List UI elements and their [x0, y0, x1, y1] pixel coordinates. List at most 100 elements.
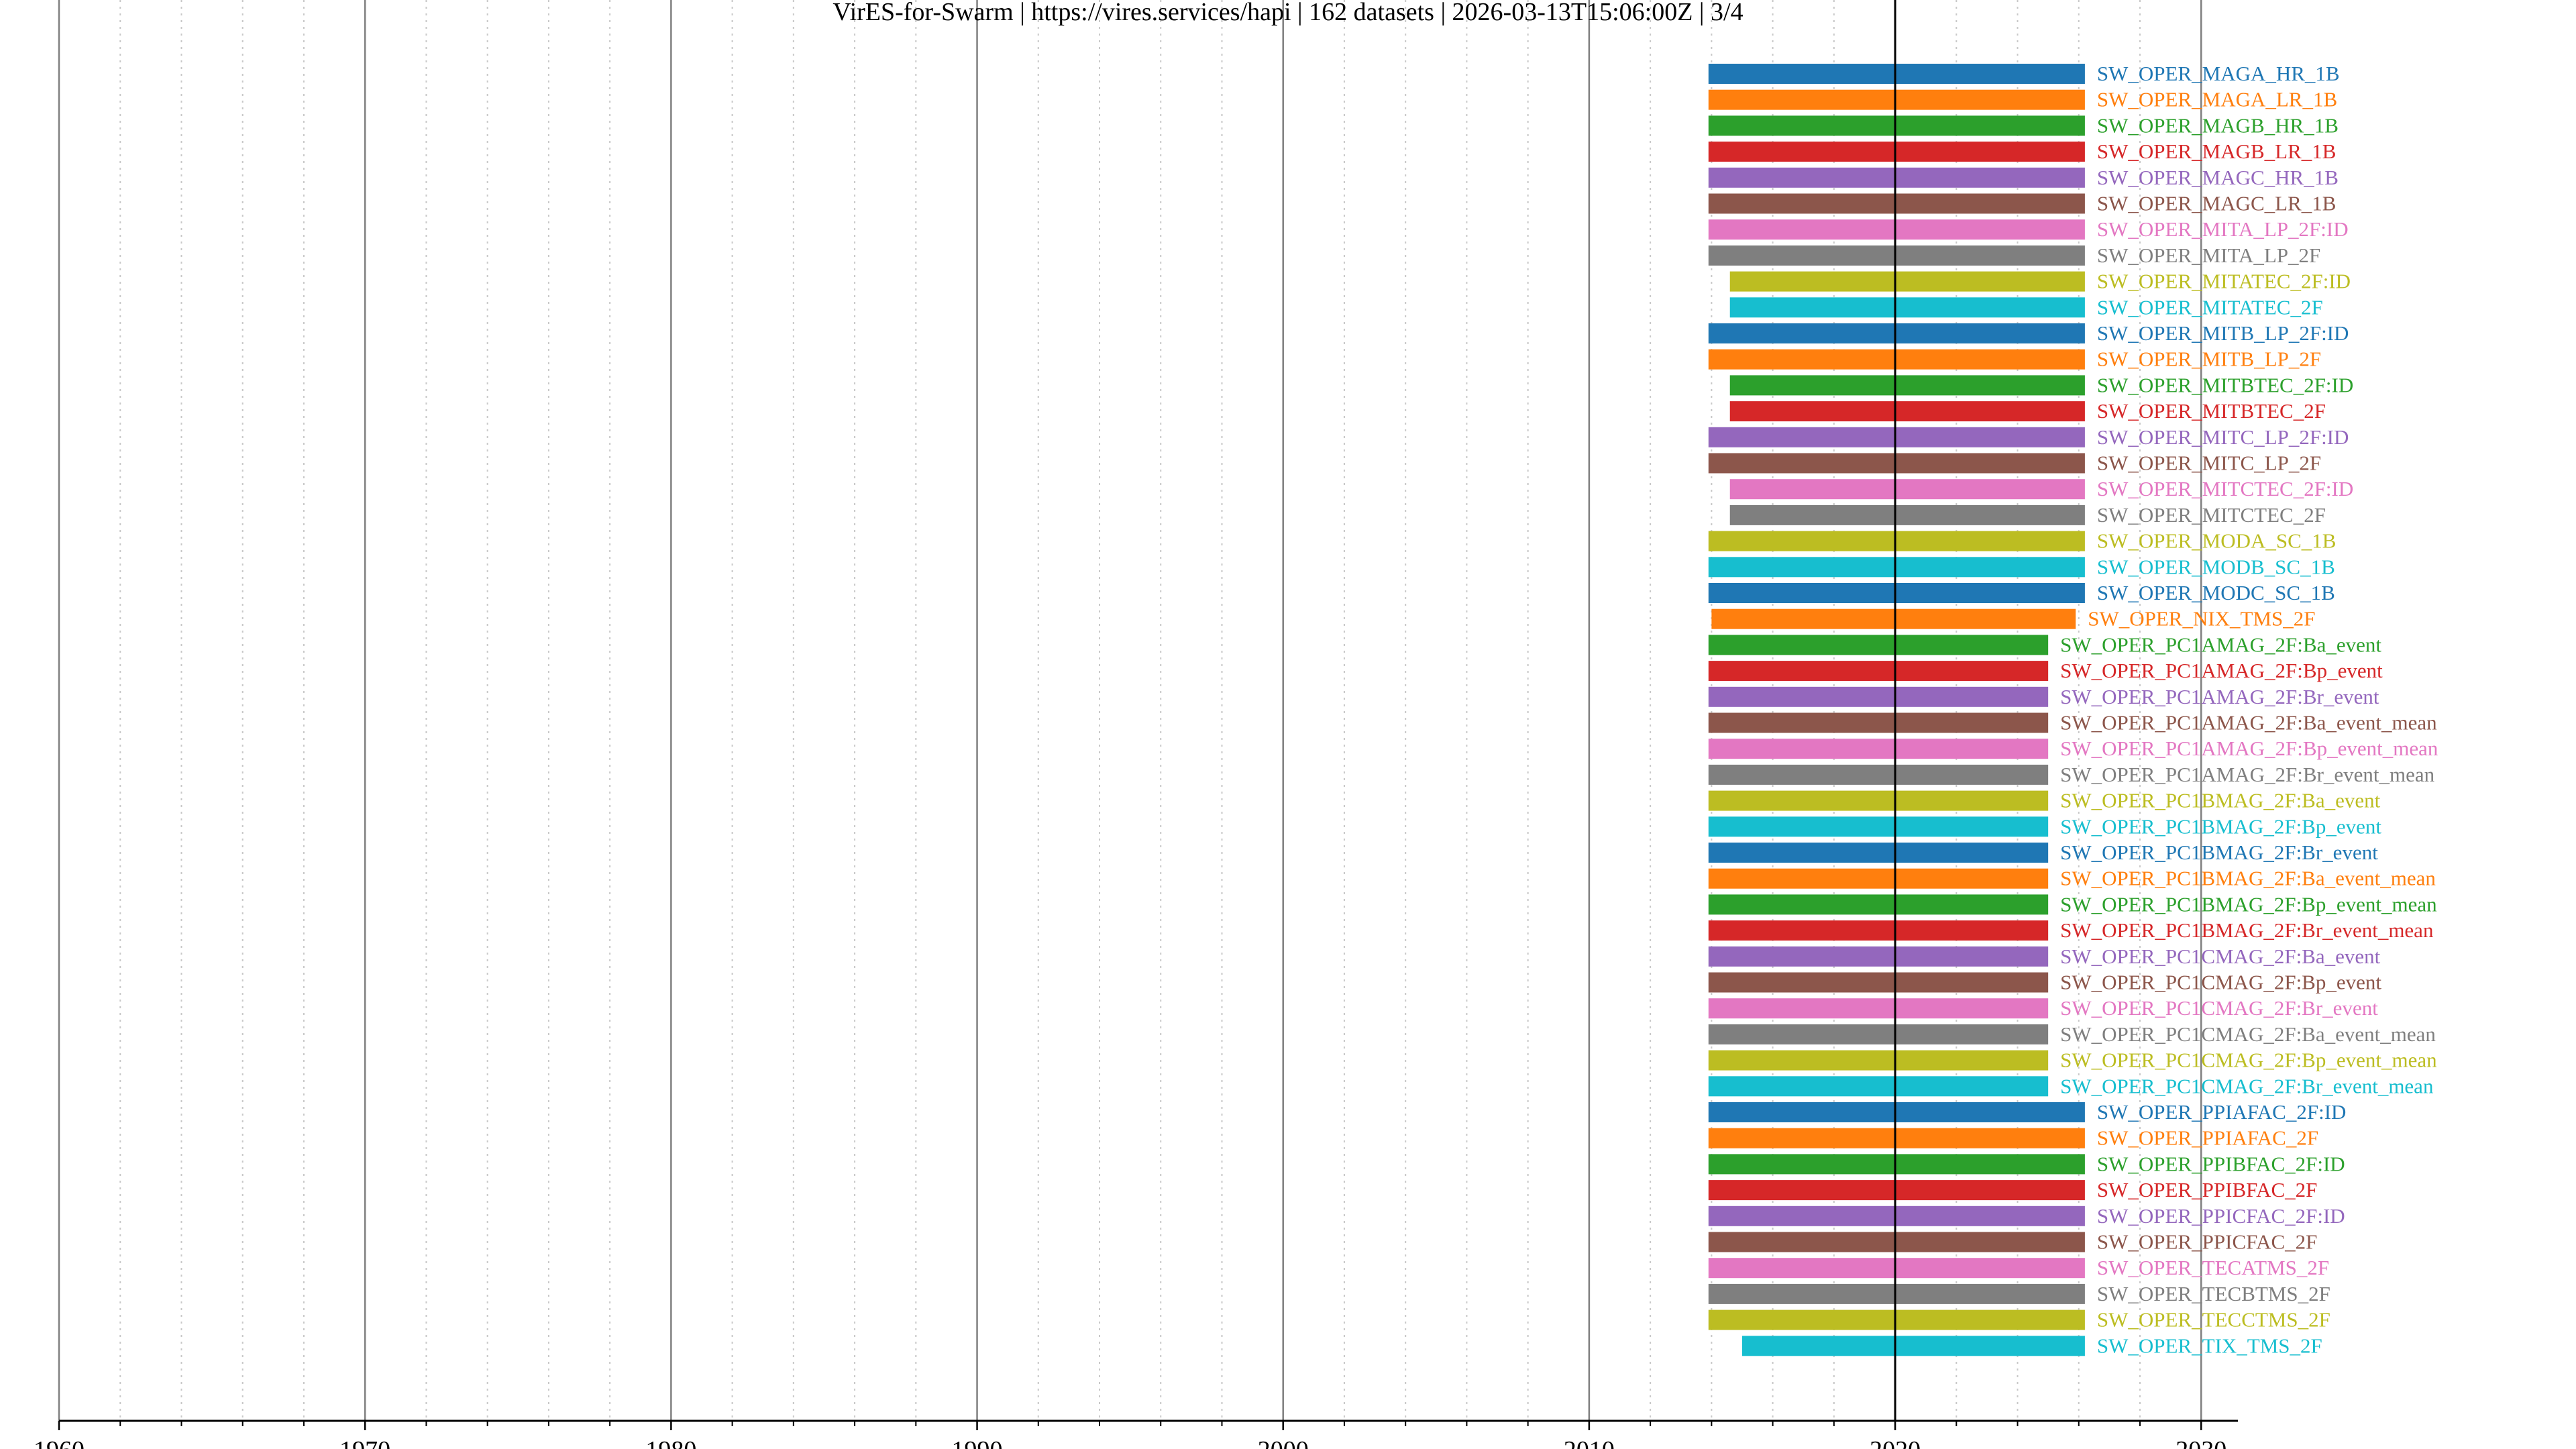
bar-label: SW_OPER_MAGC_HR_1B: [2097, 166, 2339, 189]
bar: [1708, 843, 2049, 863]
x-tick-label: 1980: [645, 1436, 696, 1449]
bar: [1729, 271, 2085, 292]
x-tick-label: 2020: [1870, 1436, 1921, 1449]
bar-label: SW_OPER_PPIAFAC_2F: [2097, 1126, 2318, 1150]
bar: [1708, 64, 2085, 84]
bar-label: SW_OPER_PPICFAC_2F:ID: [2097, 1204, 2345, 1228]
bar-label: SW_OPER_MITATEC_2F: [2097, 295, 2323, 319]
bar: [1708, 1180, 2085, 1201]
bar-label: SW_OPER_MAGC_LR_1B: [2097, 192, 2337, 215]
bar: [1708, 1154, 2085, 1175]
bar-label: SW_OPER_NIX_TMS_2F: [2088, 607, 2315, 631]
bar-label: SW_OPER_PPICFAC_2F: [2097, 1230, 2317, 1254]
bar: [1708, 764, 2049, 785]
x-tick-label: 1970: [339, 1436, 390, 1449]
bar-label: SW_OPER_MITB_LP_2F: [2097, 347, 2321, 371]
bar: [1708, 1050, 2049, 1071]
bar-label: SW_OPER_PC1AMAG_2F:Bp_event: [2060, 659, 2383, 682]
bar-label: SW_OPER_PC1BMAG_2F:Ba_event: [2060, 789, 2380, 812]
bar: [1729, 375, 2085, 396]
bar: [1708, 219, 2085, 240]
bar-label: SW_OPER_MODA_SC_1B: [2097, 529, 2337, 553]
bar-label: SW_OPER_PC1CMAG_2F:Ba_event_mean: [2060, 1022, 2436, 1046]
bar: [1741, 1336, 2085, 1356]
bar-label: SW_OPER_PC1CMAG_2F:Bp_event_mean: [2060, 1049, 2437, 1072]
bar: [1708, 167, 2085, 188]
bar: [1708, 1309, 2085, 1330]
bars: [1708, 64, 2085, 1356]
bar: [1708, 531, 2085, 551]
bar: [1708, 115, 2085, 136]
bar-label: SW_OPER_PPIBFAC_2F: [2097, 1178, 2317, 1201]
x-tick-label: 1960: [34, 1436, 85, 1449]
bar-label: SW_OPER_MITCTEC_2F: [2097, 503, 2326, 527]
bar-label: SW_OPER_MODB_SC_1B: [2097, 555, 2335, 578]
bar: [1708, 1128, 2085, 1148]
bar-label: SW_OPER_MITA_LP_2F: [2097, 244, 2320, 267]
bar: [1708, 427, 2085, 447]
bar: [1708, 323, 2085, 343]
x-tick-label: 1990: [952, 1436, 1003, 1449]
bar-label: SW_OPER_PC1CMAG_2F:Bp_event: [2060, 971, 2381, 994]
bar-label: SW_OPER_PC1AMAG_2F:Ba_event_mean: [2060, 711, 2437, 735]
bar-label: SW_OPER_MAGB_HR_1B: [2097, 113, 2339, 137]
bar: [1708, 557, 2085, 578]
bar: [1729, 297, 2085, 318]
bar-label: SW_OPER_PC1CMAG_2F:Ba_event: [2060, 945, 2380, 968]
bar: [1729, 401, 2085, 422]
bar: [1711, 608, 2076, 629]
bar: [1708, 1024, 2049, 1044]
bar: [1708, 894, 2049, 915]
bar-label: SW_OPER_MITC_LP_2F:ID: [2097, 425, 2349, 449]
bar-label: SW_OPER_MITBTEC_2F:ID: [2097, 373, 2353, 396]
bar: [1708, 193, 2085, 214]
bar: [1708, 790, 2049, 811]
bar: [1708, 245, 2085, 266]
bar: [1708, 1283, 2085, 1304]
x-tick-label: 2030: [2176, 1436, 2226, 1449]
bar-label: SW_OPER_MITBTEC_2F: [2097, 399, 2326, 423]
x-tick-label: 2000: [1258, 1436, 1309, 1449]
bar: [1708, 739, 2049, 759]
bar-label: SW_OPER_PPIBFAC_2F:ID: [2097, 1152, 2345, 1175]
bar: [1708, 453, 2085, 474]
bar-label: SW_OPER_TECCTMS_2F: [2097, 1308, 2330, 1332]
bar-label: SW_OPER_PC1AMAG_2F:Bp_event_mean: [2060, 737, 2438, 760]
bar: [1708, 920, 2049, 941]
bar: [1708, 635, 2049, 655]
bar-label: SW_OPER_PC1BMAG_2F:Br_event_mean: [2060, 918, 2434, 942]
bar: [1729, 504, 2085, 525]
bar-label: SW_OPER_MODC_SC_1B: [2097, 581, 2335, 604]
bar-label: SW_OPER_PC1BMAG_2F:Bp_event_mean: [2060, 892, 2437, 916]
bar: [1708, 1076, 2049, 1097]
x-axis: 1960 1970 1980 1990 2000 2010 2020 2030: [34, 1419, 2238, 1449]
bar: [1708, 1205, 2085, 1226]
bar-label: SW_OPER_PC1CMAG_2F:Br_event_mean: [2060, 1074, 2434, 1097]
bar: [1708, 583, 2085, 603]
bar-label: SW_OPER_MITC_LP_2F: [2097, 451, 2321, 475]
bar-label: SW_OPER_PC1BMAG_2F:Bp_event: [2060, 814, 2381, 838]
bar-label: SW_OPER_PC1AMAG_2F:Ba_event: [2060, 633, 2381, 656]
bar: [1708, 349, 2085, 370]
bar: [1708, 1232, 2085, 1252]
bar: [1708, 712, 2049, 733]
bar: [1708, 1102, 2085, 1122]
bar-label: SW_OPER_PC1CMAG_2F:Br_event: [2060, 996, 2378, 1020]
bar-label: SW_OPER_MAGB_LR_1B: [2097, 140, 2337, 163]
bar: [1708, 686, 2049, 707]
bar-label: SW_OPER_MITA_LP_2F:ID: [2097, 217, 2349, 241]
bar: [1708, 946, 2049, 967]
bar: [1708, 1258, 2085, 1279]
bar-label: SW_OPER_PPIAFAC_2F:ID: [2097, 1100, 2347, 1124]
bar-label: SW_OPER_PC1BMAG_2F:Br_event: [2060, 841, 2378, 864]
bar-label: SW_OPER_MAGA_HR_1B: [2097, 62, 2340, 85]
bar: [1708, 972, 2049, 993]
bar: [1708, 142, 2085, 162]
bar: [1708, 816, 2049, 837]
bar: [1729, 479, 2085, 500]
bar-label: SW_OPER_TECATMS_2F: [2097, 1256, 2329, 1279]
major-gridlines: [58, 0, 2202, 1421]
bar: [1708, 868, 2049, 889]
bar: [1708, 998, 2049, 1019]
